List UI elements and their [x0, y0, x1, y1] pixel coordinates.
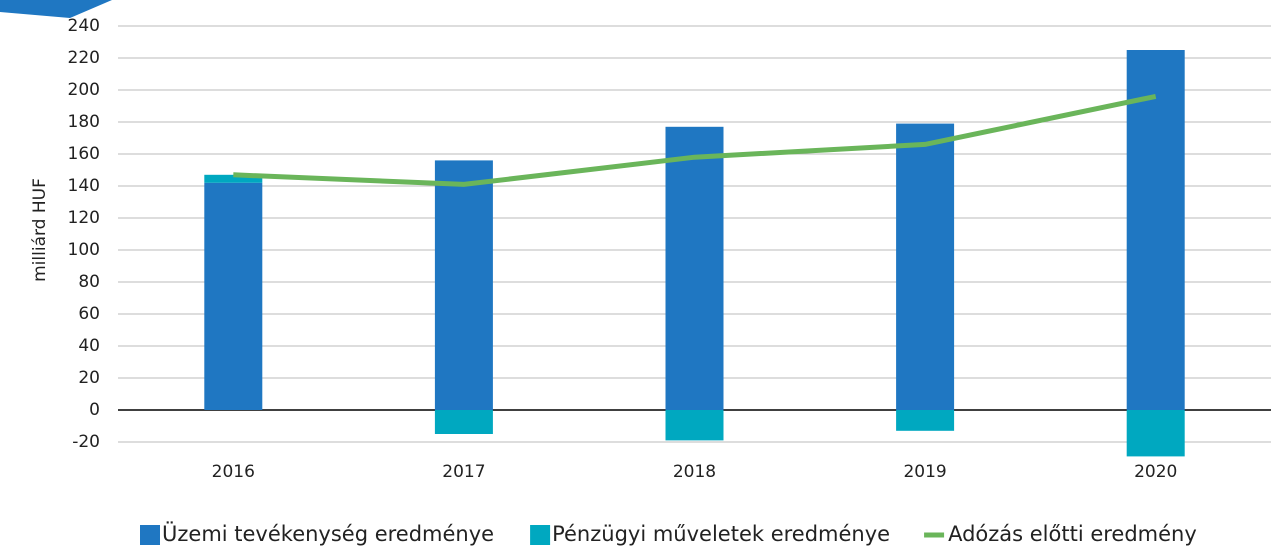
bar	[665, 126, 724, 411]
y-tick-label: 180	[68, 112, 100, 132]
x-tick-label: 2017	[442, 462, 485, 482]
y-tick-label: 100	[68, 240, 100, 260]
line	[233, 93, 1157, 187]
bar	[434, 410, 493, 434]
legend-swatch	[530, 525, 551, 545]
y-tick-label: 80	[78, 272, 100, 292]
y-tick-label: 20	[78, 368, 100, 388]
legend-label: Pénzügyi műveletek eredménye	[552, 522, 890, 546]
bar	[434, 160, 493, 410]
legend-label: Adózás előtti eredmény	[948, 522, 1197, 546]
bar	[1126, 50, 1185, 410]
y-tick-label: -20	[72, 432, 100, 452]
bar	[665, 410, 724, 441]
x-tick-label: 2020	[1134, 462, 1177, 482]
bar	[896, 410, 955, 431]
y-tick-label: 200	[68, 80, 100, 100]
x-tick-label: 2016	[212, 462, 255, 482]
y-tick-label: 220	[68, 48, 100, 68]
bar	[204, 182, 263, 410]
bar	[896, 123, 955, 410]
y-tick-label: 60	[78, 304, 100, 324]
y-tick-label: 120	[68, 208, 100, 228]
bar	[204, 174, 263, 183]
y-tick-label: 240	[68, 16, 100, 36]
x-tick-label: 2019	[903, 462, 946, 482]
bar	[1126, 410, 1185, 457]
legend-swatch	[140, 525, 160, 545]
x-tick-label: 2018	[673, 462, 716, 482]
y-axis-label: milliárd HUF	[30, 178, 50, 282]
corner-decoration	[0, 0, 112, 18]
y-tick-label: 140	[68, 176, 100, 196]
legend-label: Üzemi tevékenység eredménye	[162, 521, 494, 546]
y-tick-label: 160	[68, 144, 100, 164]
y-tick-label: 0	[89, 400, 100, 420]
y-tick-label: 40	[78, 336, 100, 356]
